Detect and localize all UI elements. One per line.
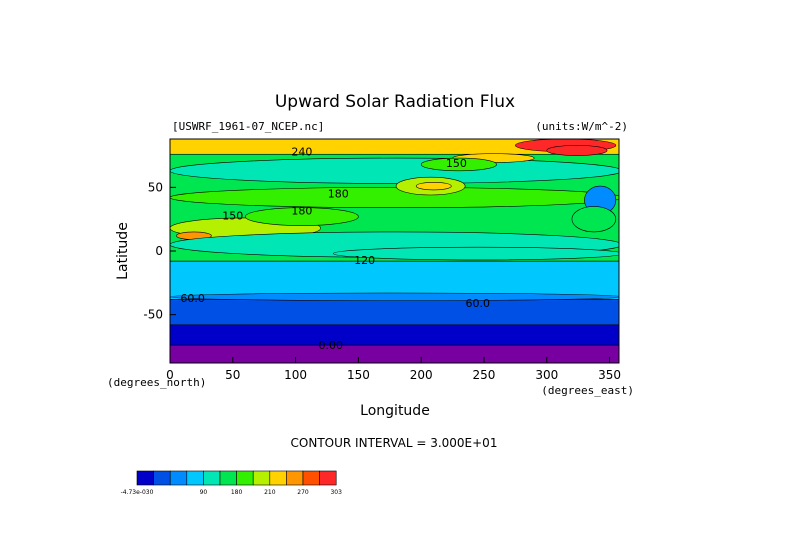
y-axis-unit: (degrees_north) [107,376,206,389]
contour-label: 0.00 [319,339,344,352]
x-tick-label: 300 [535,368,558,382]
contour-labels: 240 150 180 180 150 120 60.0 60.0 0.00 [180,146,490,352]
zonal-band [170,344,619,363]
contour-label: 150 [446,157,467,170]
x-tick-label: 100 [284,368,307,382]
contour-region [546,145,608,156]
x-tick-label: 50 [225,368,240,382]
colorbar-label: 180 [231,489,243,496]
x-axis-ticks: 0 50 100 150 200 250 300 350 [166,357,621,382]
colorbar: -4.73e-030 90 180 210 270 303 [121,470,342,496]
x-tick-label: 200 [410,368,433,382]
contour-region [333,246,619,261]
y-axis-label: Latitude [115,222,131,280]
y-axis-ticks: 50 0 -50 [143,180,176,322]
contour-label: 180 [328,188,349,201]
colorbar-swatch [203,470,221,486]
contour-interval-note: CONTOUR INTERVAL = 3.000E+01 [291,436,498,450]
x-tick-label: 150 [347,368,370,382]
chart-title: Upward Solar Radiation Flux [275,92,515,112]
contour-region [415,181,452,191]
colorbar-swatch [186,470,204,486]
colorbar-swatch [269,470,287,486]
zonal-band [170,324,619,346]
contour-label: 150 [222,209,243,222]
x-tick-label: 0 [166,368,174,382]
colorbar-swatch [136,470,154,486]
colorbar-label: 270 [297,489,309,496]
contour-region [170,292,619,301]
colorbar-swatch [219,470,237,486]
contour-label: 240 [291,146,312,159]
contour-label: 60.0 [180,292,205,305]
x-axis-label: Longitude [360,403,430,419]
colorbar-swatch [252,470,271,486]
contour-label: 60.0 [465,297,490,310]
colorbar-label: 210 [264,489,276,496]
colorbar-swatch [236,470,254,486]
colorbar-label: 303 [330,489,342,496]
contour-region [571,206,617,233]
x-tick-label: 350 [598,368,621,382]
colorbar-swatch [153,470,171,486]
contour-label: 120 [354,254,375,267]
contour-region [170,187,619,209]
y-tick-label: -50 [143,308,163,322]
x-axis-unit: (degrees_east) [541,384,634,397]
contour-label: 180 [291,204,312,217]
colorbar-swatch [302,470,320,486]
contour-region [170,157,619,184]
colorbar-swatch [319,470,337,486]
x-tick-label: 250 [473,368,496,382]
y-tick-label: 0 [155,244,163,258]
colorbar-label: 90 [200,489,208,496]
plot-area [170,139,619,363]
contour-region [245,207,359,226]
colorbar-swatch [286,470,304,486]
dataset-label: [USWRF_1961-07_NCEP.nc] [172,120,324,133]
y-tick-label: 50 [148,180,163,194]
zonal-band [170,299,619,326]
units-label: (units:W/m^-2) [535,120,628,133]
contour-region [420,157,497,172]
colorbar-label: -4.73e-030 [121,489,154,496]
colorbar-swatch [169,470,188,486]
